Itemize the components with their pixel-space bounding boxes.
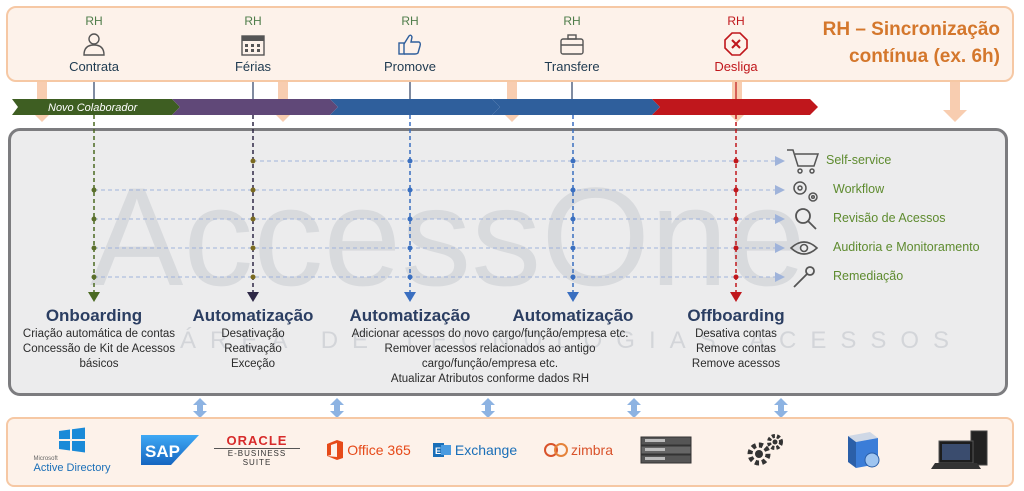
output-revisao: Revisão de Acessos bbox=[833, 211, 946, 225]
timeline-segment-4 bbox=[492, 99, 660, 115]
system-office365: Office 365 bbox=[324, 428, 414, 472]
system-zimbra: zimbra bbox=[536, 428, 620, 472]
stage-automatizacao-2-desc: Adicionar acessos do novo cargo/função/e… bbox=[351, 328, 629, 385]
magnifier-icon bbox=[795, 208, 817, 230]
output-self-service: Self-service bbox=[826, 153, 892, 167]
stage-onboarding-desc: Criação automática de contas Concessão d… bbox=[22, 328, 176, 370]
stage-onboarding-title: Onboarding bbox=[45, 306, 143, 325]
timeline-segment-1 bbox=[12, 99, 180, 115]
svg-text:E: E bbox=[435, 446, 441, 456]
system-workstation bbox=[928, 428, 998, 472]
workstation-icon bbox=[931, 430, 988, 469]
eye-icon bbox=[789, 241, 819, 255]
stage-automatizacao-3-title: Automatização bbox=[512, 306, 634, 325]
stage-offboarding-desc: Desativa contas Remove contas Remove ace… bbox=[691, 328, 781, 370]
software-box-icon bbox=[848, 432, 880, 468]
watermark-tagline: ÁREA DE TECNOLOGIAS ACESSOS bbox=[180, 327, 963, 354]
system-software-box bbox=[838, 428, 888, 472]
event-promove: RH Promove bbox=[383, 14, 437, 74]
event-desliga: RH Desliga bbox=[714, 14, 758, 74]
hr-events-bar bbox=[6, 6, 1014, 82]
timeline-segment-2 bbox=[172, 99, 338, 115]
thumbs-up-icon bbox=[398, 34, 422, 55]
svg-text:SAP: SAP bbox=[145, 442, 180, 461]
timeline-segment-3 bbox=[330, 99, 500, 115]
output-workflow: Workflow bbox=[833, 182, 885, 196]
stop-icon bbox=[724, 32, 748, 56]
calendar-icon bbox=[241, 35, 265, 56]
stage-offboarding-title: Offboarding bbox=[687, 306, 785, 325]
event-contrata: RH Contrata bbox=[69, 14, 119, 74]
timeline-segment-5 bbox=[652, 99, 818, 115]
system-sap: SAP bbox=[138, 428, 202, 472]
sync-title: RH – Sincronização contínua (ex. 6h) bbox=[822, 19, 1000, 67]
stage-automatizacao-2-title: Automatização bbox=[349, 306, 471, 325]
output-remediacao: Remediação bbox=[833, 269, 904, 283]
output-auditoria: Auditoria e Monitoramento bbox=[833, 240, 980, 254]
exchange-icon: E bbox=[432, 443, 451, 457]
system-oracle-ebs: ORACLE E-BUSINESS SUITE bbox=[214, 428, 300, 472]
stage-automatizacao-1-desc: Desativação Reativação Exceção bbox=[221, 328, 285, 370]
system-exchange: E Exchange bbox=[432, 442, 518, 458]
stage-automatizacao-1-title: Automatização bbox=[192, 306, 314, 325]
cart-icon bbox=[787, 149, 820, 174]
user-icon bbox=[83, 33, 105, 56]
briefcase-icon bbox=[560, 34, 584, 55]
timeline-label: Novo Colaborador bbox=[48, 102, 139, 114]
system-active-directory: Microsoft Active Directory bbox=[22, 427, 122, 474]
sync-arrows bbox=[193, 398, 788, 418]
server-icon bbox=[640, 436, 692, 464]
zimbra-icon bbox=[543, 443, 568, 457]
gears-icon bbox=[747, 434, 783, 466]
office-icon bbox=[327, 440, 344, 460]
gears-icon bbox=[793, 181, 818, 202]
event-transfere: RH Transfere bbox=[544, 14, 600, 74]
system-server bbox=[636, 428, 696, 472]
sap-logo: SAP bbox=[141, 435, 199, 465]
event-ferias: RH Férias bbox=[234, 14, 272, 74]
wrench-icon bbox=[793, 266, 815, 288]
automation-panel bbox=[8, 128, 1008, 396]
windows-icon bbox=[59, 427, 85, 452]
system-gears bbox=[740, 428, 790, 472]
